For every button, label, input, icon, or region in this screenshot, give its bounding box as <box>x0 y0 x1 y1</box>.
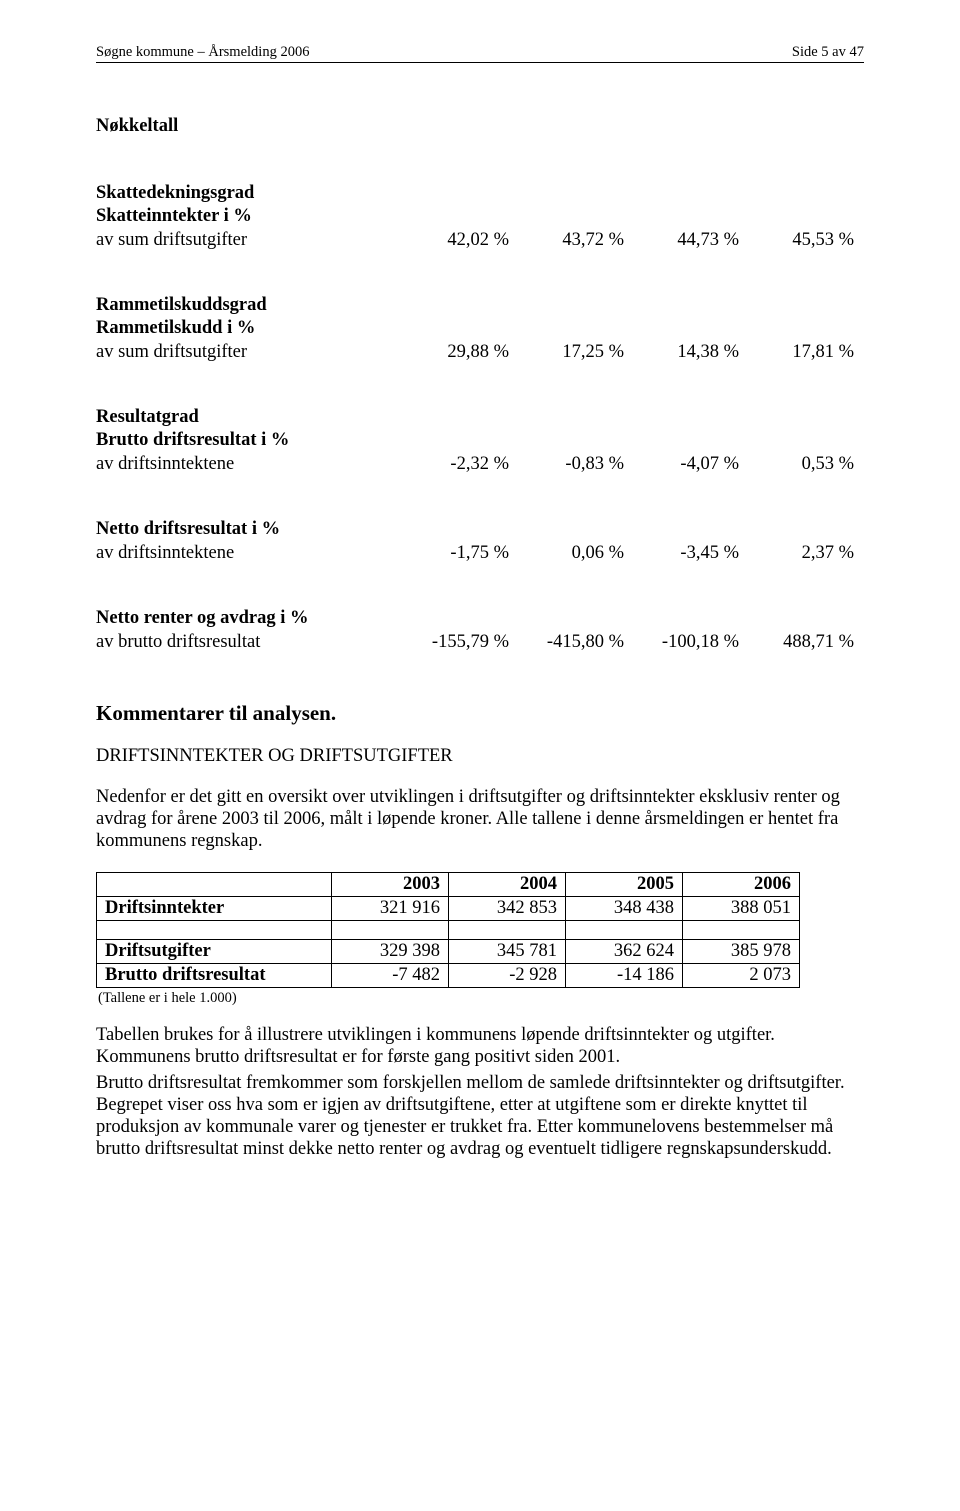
ratio-row: av sum driftsutgifter 42,02 % 43,72 % 44… <box>96 230 864 251</box>
ratio-desc: av brutto driftsresultat <box>96 632 406 653</box>
table-row-label: Brutto driftsresultat <box>97 964 332 988</box>
ratio-value: -100,18 % <box>636 632 751 653</box>
table-corner <box>97 873 332 897</box>
table-header-row: 2003 2004 2005 2006 <box>97 873 800 897</box>
table-cell: 388 051 <box>683 897 800 921</box>
table-year: 2005 <box>566 873 683 897</box>
table-year: 2004 <box>449 873 566 897</box>
table-cell: 385 978 <box>683 940 800 964</box>
ratio-value: 14,38 % <box>636 342 751 363</box>
table-row-label: Driftsinntekter <box>97 897 332 921</box>
page-title: Nøkkeltall <box>96 116 864 137</box>
ratio-netto-renter-avdrag: Netto renter og avdrag i % av brutto dri… <box>96 608 864 653</box>
ratio-heading: Resultatgrad <box>96 407 864 428</box>
ratio-netto-driftsresultat: Netto driftsresultat i % av driftsinntek… <box>96 519 864 564</box>
ratio-heading: Netto renter og avdrag i % <box>96 608 864 629</box>
ratio-value: 45,53 % <box>751 230 866 251</box>
ratio-value: -1,75 % <box>406 543 521 564</box>
ratio-subheading: Skatteinntekter i % <box>96 206 864 227</box>
ratio-value: 29,88 % <box>406 342 521 363</box>
ratio-value: -0,83 % <box>521 454 636 475</box>
ratio-value: -2,32 % <box>406 454 521 475</box>
header-rule <box>96 62 864 63</box>
header-left: Søgne kommune – Årsmelding 2006 <box>96 44 309 61</box>
ratio-value: 2,37 % <box>751 543 866 564</box>
table-row: Brutto driftsresultat -7 482 -2 928 -14 … <box>97 964 800 988</box>
ratio-value: 0,53 % <box>751 454 866 475</box>
ratio-row: av driftsinntektene -2,32 % -0,83 % -4,0… <box>96 454 864 475</box>
table-year: 2006 <box>683 873 800 897</box>
ratio-value: 44,73 % <box>636 230 751 251</box>
header-right: Side 5 av 47 <box>792 44 864 61</box>
ratio-value: -3,45 % <box>636 543 751 564</box>
ratio-row: av brutto driftsresultat -155,79 % -415,… <box>96 632 864 653</box>
table-row-label: Driftsutgifter <box>97 940 332 964</box>
body-para-3: Brutto driftsresultat fremkommer som for… <box>96 1073 864 1160</box>
table-cell: 342 853 <box>449 897 566 921</box>
analysis-heading: Kommentarer til analysen. <box>96 701 864 726</box>
table-row: Driftsutgifter 329 398 345 781 362 624 3… <box>97 940 800 964</box>
ratio-desc: av sum driftsutgifter <box>96 342 406 363</box>
body-para-2: Tabellen brukes for å illustrere utvikli… <box>96 1025 864 1069</box>
ratio-value: -415,80 % <box>521 632 636 653</box>
ratio-value: 43,72 % <box>521 230 636 251</box>
table-cell: 329 398 <box>332 940 449 964</box>
ratio-desc: av driftsinntektene <box>96 454 406 475</box>
ratio-value: 17,81 % <box>751 342 866 363</box>
ratio-row: av driftsinntektene -1,75 % 0,06 % -3,45… <box>96 543 864 564</box>
table-cell: -2 928 <box>449 964 566 988</box>
table-cell: 2 073 <box>683 964 800 988</box>
ratio-resultatgrad: Resultatgrad Brutto driftsresultat i % a… <box>96 407 864 475</box>
ratio-value: 42,02 % <box>406 230 521 251</box>
analysis-subheading: DRIFTSINNTEKTER OG DRIFTSUTGIFTER <box>96 746 864 767</box>
table-cell: 321 916 <box>332 897 449 921</box>
ratio-value: -4,07 % <box>636 454 751 475</box>
ratio-heading: Rammetilskuddsgrad <box>96 295 864 316</box>
table-year: 2003 <box>332 873 449 897</box>
table-row: Driftsinntekter 321 916 342 853 348 438 … <box>97 897 800 921</box>
table-cell: -14 186 <box>566 964 683 988</box>
table-cell: 348 438 <box>566 897 683 921</box>
page: Søgne kommune – Årsmelding 2006 Side 5 a… <box>0 0 960 1511</box>
analysis-para-1: Nedenfor er det gitt en oversikt over ut… <box>96 787 864 852</box>
ratio-desc: av driftsinntektene <box>96 543 406 564</box>
ratio-value: 0,06 % <box>521 543 636 564</box>
ratio-heading: Netto driftsresultat i % <box>96 519 864 540</box>
ratio-subheading: Brutto driftsresultat i % <box>96 430 864 451</box>
table-cell: 362 624 <box>566 940 683 964</box>
ratio-heading: Skattedekningsgrad <box>96 183 864 204</box>
ratio-desc: av sum driftsutgifter <box>96 230 406 251</box>
drift-table: 2003 2004 2005 2006 Driftsinntekter 321 … <box>96 872 800 988</box>
table-cell: -7 482 <box>332 964 449 988</box>
ratio-value: -155,79 % <box>406 632 521 653</box>
table-footnote: (Tallene er i hele 1.000) <box>98 990 864 1007</box>
table-cell: 345 781 <box>449 940 566 964</box>
ratio-value: 488,71 % <box>751 632 866 653</box>
ratio-value: 17,25 % <box>521 342 636 363</box>
table-spacer-row <box>97 921 800 940</box>
ratio-skattedekningsgrad: Skattedekningsgrad Skatteinntekter i % a… <box>96 183 864 251</box>
ratio-rammetilskuddsgrad: Rammetilskuddsgrad Rammetilskudd i % av … <box>96 295 864 363</box>
ratio-subheading: Rammetilskudd i % <box>96 318 864 339</box>
ratio-row: av sum driftsutgifter 29,88 % 17,25 % 14… <box>96 342 864 363</box>
content: Nøkkeltall Skattedekningsgrad Skatteinnt… <box>96 116 864 1160</box>
